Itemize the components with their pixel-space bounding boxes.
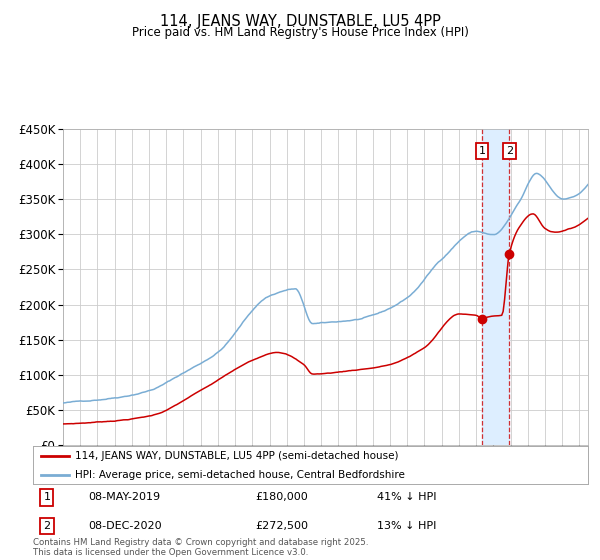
Text: 08-MAY-2019: 08-MAY-2019: [89, 492, 161, 502]
Bar: [482, 129, 509, 445]
Text: £272,500: £272,500: [255, 521, 308, 531]
Text: Contains HM Land Registry data © Crown copyright and database right 2025.
This d: Contains HM Land Registry data © Crown c…: [33, 538, 368, 557]
Text: 41% ↓ HPI: 41% ↓ HPI: [377, 492, 437, 502]
Text: 2: 2: [43, 521, 50, 531]
Text: 2: 2: [506, 146, 513, 156]
Text: £180,000: £180,000: [255, 492, 308, 502]
Text: 1: 1: [479, 146, 485, 156]
Text: 114, JEANS WAY, DUNSTABLE, LU5 4PP (semi-detached house): 114, JEANS WAY, DUNSTABLE, LU5 4PP (semi…: [74, 451, 398, 461]
Text: HPI: Average price, semi-detached house, Central Bedfordshire: HPI: Average price, semi-detached house,…: [74, 470, 404, 480]
Text: 1: 1: [43, 492, 50, 502]
Text: 13% ↓ HPI: 13% ↓ HPI: [377, 521, 436, 531]
Text: Price paid vs. HM Land Registry's House Price Index (HPI): Price paid vs. HM Land Registry's House …: [131, 26, 469, 39]
Text: 08-DEC-2020: 08-DEC-2020: [89, 521, 162, 531]
Text: 114, JEANS WAY, DUNSTABLE, LU5 4PP: 114, JEANS WAY, DUNSTABLE, LU5 4PP: [160, 14, 440, 29]
